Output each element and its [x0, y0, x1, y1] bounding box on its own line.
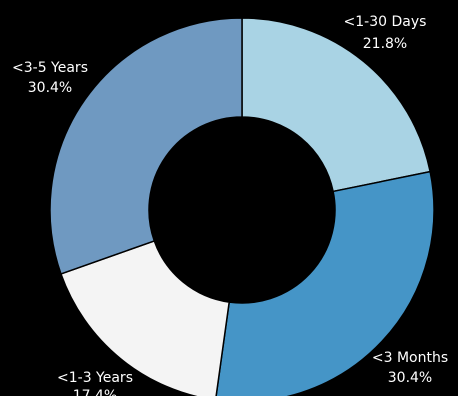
- segment-label: <3-5 Years: [12, 60, 88, 76]
- segment-label: <1-30 Days: [344, 14, 427, 30]
- segment-label: <1-3 Years: [57, 370, 133, 386]
- segment-value-label: 21.8%: [363, 36, 407, 52]
- donut-segment: [49, 17, 243, 275]
- segment-value-label: 30.4%: [388, 370, 432, 386]
- donut-segment: [215, 170, 435, 396]
- segment-label: <3 Months: [372, 350, 448, 366]
- segment-value-label: 30.4%: [28, 80, 72, 96]
- donut-segment: [59, 239, 231, 396]
- segment-value-label: 17.4%: [73, 388, 117, 396]
- donut-segment: [241, 17, 432, 193]
